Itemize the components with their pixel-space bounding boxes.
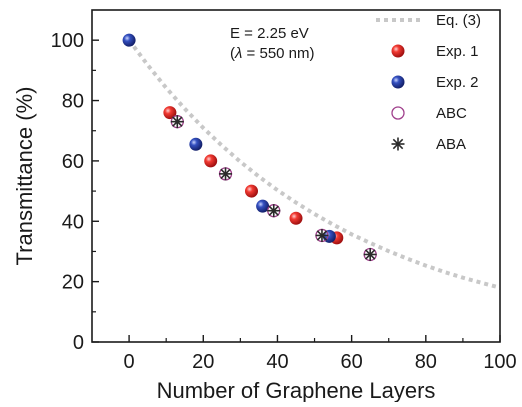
x-tick-label: 100 [483, 351, 516, 373]
legend-label: Exp. 2 [436, 74, 479, 91]
x-tick-label: 20 [192, 351, 214, 373]
legend-aba-symbol [391, 137, 405, 151]
exp2-point [256, 199, 270, 213]
x-tick-label: 80 [415, 351, 437, 373]
x-tick-label: 40 [266, 351, 288, 373]
exp1-point [289, 211, 303, 225]
y-axis-title: Transmittance (%) [12, 87, 37, 266]
aba-point [219, 167, 233, 181]
x-tick-label: 0 [124, 351, 135, 373]
exp1-point [163, 106, 177, 120]
y-tick-label: 80 [62, 91, 84, 113]
plot-frame [91, 9, 501, 343]
y-tick-label: 40 [62, 211, 84, 233]
y-tick-label: 20 [62, 272, 84, 294]
legend-label: ABC [436, 105, 467, 122]
y-tick-label: 100 [51, 30, 84, 52]
legend-abc-symbol [391, 106, 405, 120]
annotation-wavelength: (λ = 550 nm) [230, 45, 315, 62]
aba-point [315, 228, 329, 242]
x-tick-label: 60 [341, 351, 363, 373]
y-tick-label: 60 [62, 151, 84, 173]
x-axis-title: Number of Graphene Layers [157, 378, 436, 402]
aba-point [170, 115, 184, 129]
legend-label: ABA [436, 136, 466, 153]
exp1-point [204, 154, 218, 168]
legend-exp1-symbol [391, 44, 405, 58]
legend-label: Eq. (3) [436, 12, 481, 29]
aba-point [267, 204, 281, 218]
y-tick-label: 0 [73, 332, 84, 354]
exp2-point [122, 33, 136, 47]
exp1-point [244, 184, 258, 198]
aba-point [363, 247, 377, 261]
annotation-energy: E = 2.25 eV [230, 25, 309, 42]
eq3-curve [127, 39, 501, 290]
legend-label: Exp. 1 [436, 43, 479, 60]
exp2-point [189, 137, 203, 151]
legend-exp2-symbol [391, 75, 405, 89]
